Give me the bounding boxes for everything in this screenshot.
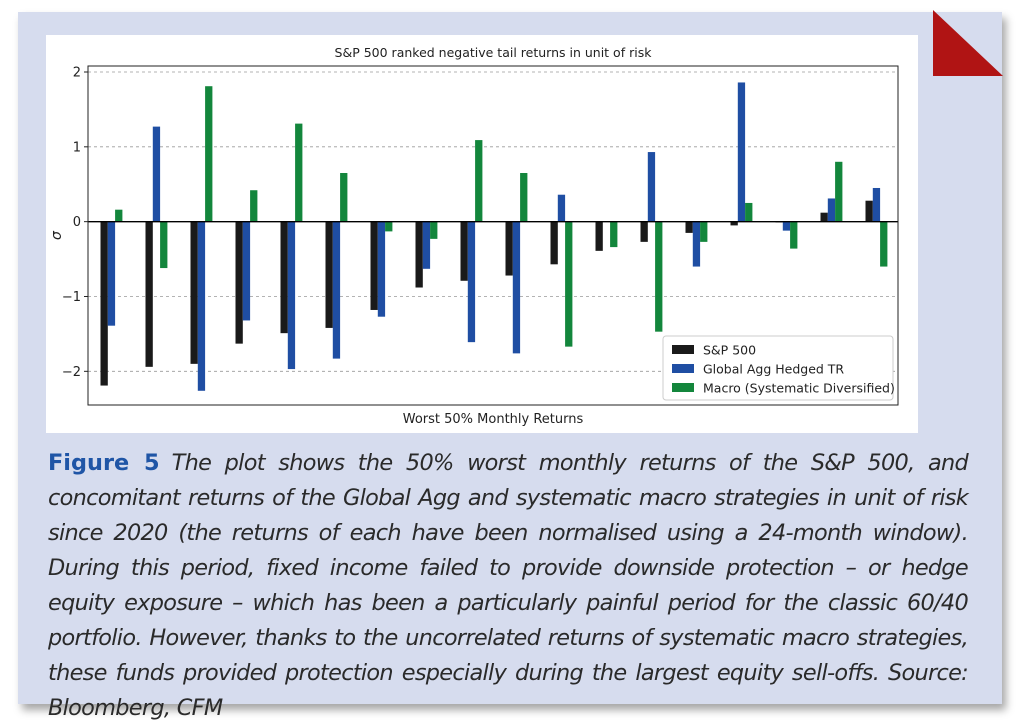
legend-swatch bbox=[672, 364, 694, 373]
legend-label: Macro (Systematic Diversified) bbox=[703, 381, 895, 396]
legend-swatch bbox=[672, 345, 694, 354]
figure-caption: Figure 5 The plot shows the 50% worst mon… bbox=[48, 446, 969, 726]
bar bbox=[280, 221, 288, 334]
bar bbox=[115, 209, 123, 222]
bar bbox=[325, 221, 333, 328]
bar bbox=[107, 221, 116, 326]
bar bbox=[340, 173, 348, 222]
bar bbox=[430, 221, 438, 239]
bar bbox=[287, 221, 296, 370]
legend-box bbox=[662, 335, 894, 401]
bar bbox=[295, 123, 303, 222]
y-tick-label: −2 bbox=[62, 365, 81, 380]
bar bbox=[865, 200, 873, 222]
bar bbox=[460, 221, 468, 281]
bar bbox=[422, 221, 431, 269]
bar bbox=[145, 221, 153, 367]
plot-frame bbox=[87, 65, 899, 406]
bar bbox=[520, 173, 528, 222]
figure-caption-text: The plot shows the 50% worst monthly ret… bbox=[48, 450, 969, 721]
bar bbox=[512, 221, 521, 354]
bar bbox=[730, 221, 738, 226]
y-tick-label: 0 bbox=[73, 215, 81, 230]
bar bbox=[160, 221, 168, 269]
legend-swatch bbox=[672, 383, 694, 392]
legend-label: Global Agg Hedged TR bbox=[703, 362, 844, 377]
bar bbox=[692, 221, 701, 267]
bar bbox=[880, 221, 888, 267]
bar bbox=[370, 221, 378, 310]
bar bbox=[235, 221, 243, 344]
bar bbox=[640, 221, 648, 242]
y-tick-label: 1 bbox=[73, 140, 81, 155]
corner-fold-icon bbox=[933, 10, 1003, 76]
bar bbox=[550, 221, 558, 265]
bar bbox=[332, 221, 341, 359]
bar bbox=[415, 221, 423, 288]
bar bbox=[100, 221, 108, 386]
bar bbox=[475, 140, 483, 222]
figure-label: Figure 5 bbox=[48, 450, 160, 476]
bar bbox=[647, 152, 656, 222]
x-axis-label: Worst 50% Monthly Returns bbox=[403, 412, 584, 427]
bar bbox=[827, 198, 836, 222]
bar bbox=[737, 82, 746, 222]
bar bbox=[872, 187, 881, 222]
bar bbox=[190, 221, 198, 364]
bar bbox=[782, 221, 791, 231]
bar bbox=[152, 126, 161, 222]
bar bbox=[595, 221, 603, 251]
bar bbox=[250, 190, 258, 222]
y-axis-label: σ bbox=[49, 230, 65, 240]
bar bbox=[467, 221, 476, 343]
bar bbox=[745, 202, 753, 222]
bar bbox=[505, 221, 513, 276]
bar bbox=[242, 221, 251, 321]
y-tick-label: 2 bbox=[73, 65, 81, 80]
bar bbox=[565, 221, 573, 347]
bar bbox=[377, 221, 386, 317]
bar bbox=[700, 221, 708, 242]
bar bbox=[557, 194, 566, 222]
y-tick-label: −1 bbox=[62, 290, 81, 305]
chart-title: S&P 500 ranked negative tail returns in … bbox=[335, 45, 653, 60]
bar bbox=[790, 221, 798, 249]
legend-label: S&P 500 bbox=[703, 343, 756, 358]
bar bbox=[205, 86, 213, 222]
bar bbox=[685, 221, 693, 233]
bar bbox=[820, 212, 828, 222]
chart: S&P 500 ranked negative tail returns in … bbox=[49, 45, 899, 427]
bar bbox=[610, 221, 618, 248]
bar bbox=[835, 161, 843, 222]
bar bbox=[385, 221, 393, 232]
bar bbox=[655, 221, 663, 332]
chart-panel: S&P 500 ranked negative tail returns in … bbox=[46, 35, 918, 433]
bar bbox=[197, 221, 206, 391]
